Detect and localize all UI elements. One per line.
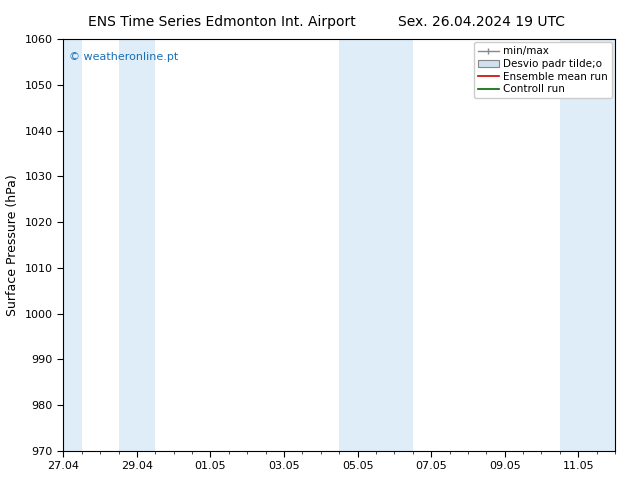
Bar xyxy=(63,39,82,451)
Bar xyxy=(339,39,413,451)
Legend: min/max, Desvio padr tilde;o, Ensemble mean run, Controll run: min/max, Desvio padr tilde;o, Ensemble m… xyxy=(474,42,612,98)
Text: © weatheronline.pt: © weatheronline.pt xyxy=(69,51,178,62)
Bar xyxy=(560,39,615,451)
Y-axis label: Surface Pressure (hPa): Surface Pressure (hPa) xyxy=(6,174,19,316)
Text: ENS Time Series Edmonton Int. Airport: ENS Time Series Edmonton Int. Airport xyxy=(88,15,356,29)
Bar xyxy=(119,39,155,451)
Text: Sex. 26.04.2024 19 UTC: Sex. 26.04.2024 19 UTC xyxy=(398,15,566,29)
